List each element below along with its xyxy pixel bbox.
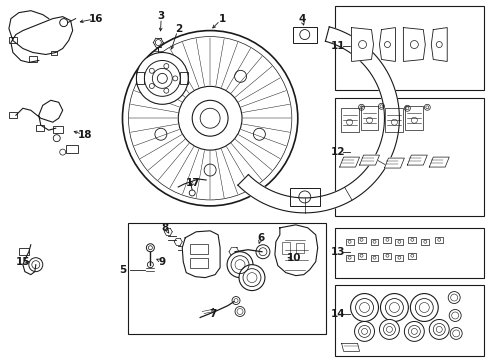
Bar [384, 237, 392, 243]
Text: 16: 16 [88, 14, 103, 24]
Text: 13: 13 [330, 247, 345, 257]
Bar [361, 106, 378, 130]
Circle shape [410, 293, 438, 321]
Polygon shape [379, 28, 395, 62]
Text: 7: 7 [209, 310, 217, 319]
Bar [335, 228, 484, 278]
Bar [180, 72, 188, 84]
Bar [290, 188, 319, 206]
Text: 15: 15 [16, 257, 30, 267]
Text: 18: 18 [77, 130, 92, 140]
Bar [335, 285, 484, 356]
Polygon shape [429, 157, 449, 167]
Bar [358, 253, 366, 259]
Bar [36, 125, 44, 131]
Bar [29, 57, 37, 62]
Text: 8: 8 [162, 223, 169, 233]
Text: 14: 14 [330, 310, 345, 319]
Circle shape [449, 310, 461, 321]
Polygon shape [238, 27, 399, 213]
Bar [341, 108, 359, 132]
Circle shape [227, 252, 253, 278]
Bar [345, 239, 354, 245]
Circle shape [448, 292, 460, 303]
Bar [66, 145, 77, 153]
Circle shape [404, 321, 424, 341]
Text: 17: 17 [186, 178, 200, 188]
Bar [9, 37, 17, 42]
Text: 9: 9 [159, 257, 166, 267]
Text: 5: 5 [119, 265, 126, 275]
Bar [408, 253, 416, 259]
Bar [19, 248, 29, 255]
Text: 6: 6 [257, 233, 265, 243]
Circle shape [136, 53, 188, 104]
Polygon shape [403, 28, 425, 62]
Polygon shape [340, 157, 360, 167]
Bar [293, 27, 317, 42]
Polygon shape [342, 343, 360, 351]
Circle shape [350, 293, 378, 321]
Text: 3: 3 [158, 11, 165, 21]
Polygon shape [182, 231, 220, 278]
Bar [345, 255, 354, 261]
Text: 1: 1 [219, 14, 226, 24]
Bar [370, 239, 378, 245]
Bar [282, 242, 290, 254]
Bar [296, 243, 304, 253]
Circle shape [380, 293, 408, 321]
Polygon shape [275, 225, 318, 276]
Circle shape [239, 265, 265, 291]
Bar [335, 98, 484, 216]
Bar [408, 237, 416, 243]
Bar [435, 237, 443, 243]
Circle shape [379, 319, 399, 339]
Bar [386, 108, 403, 132]
Bar [190, 258, 208, 268]
Circle shape [429, 319, 449, 339]
Circle shape [450, 328, 462, 339]
Bar [136, 72, 145, 84]
Circle shape [355, 321, 374, 341]
Bar [395, 255, 403, 261]
Text: 2: 2 [174, 24, 182, 33]
Bar [405, 106, 423, 130]
Bar [358, 237, 366, 243]
Bar [335, 6, 484, 90]
Text: 4: 4 [298, 14, 305, 24]
Bar [421, 239, 429, 245]
Polygon shape [385, 158, 404, 168]
Bar [190, 244, 208, 254]
Bar [370, 255, 378, 261]
Polygon shape [431, 28, 447, 62]
Bar [395, 239, 403, 245]
Bar [51, 50, 57, 55]
Bar [53, 126, 63, 133]
Bar [128, 223, 326, 334]
Polygon shape [352, 28, 373, 62]
Polygon shape [360, 155, 379, 165]
Text: 11: 11 [330, 41, 345, 50]
Bar [384, 253, 392, 259]
Text: 12: 12 [330, 147, 345, 157]
Text: 10: 10 [287, 253, 301, 263]
Polygon shape [407, 155, 427, 165]
Bar [9, 112, 17, 118]
